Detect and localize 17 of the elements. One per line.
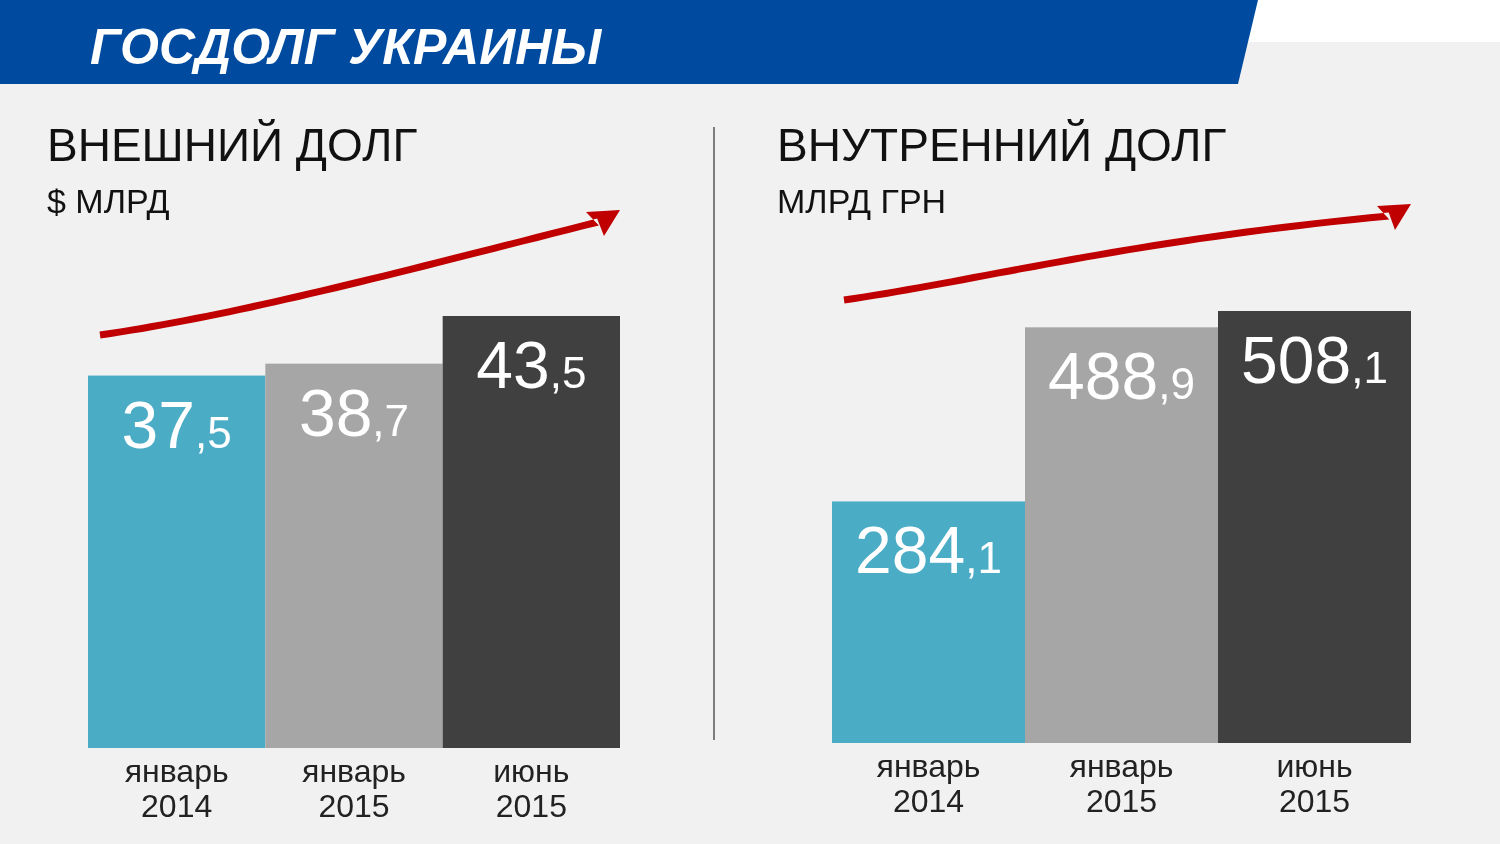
x-tick-label: январь 2014 xyxy=(124,753,229,824)
data-label: 488,9 xyxy=(1048,339,1195,414)
data-label: 284,1 xyxy=(855,513,1002,588)
chart-subtitle: МЛРД ГРН xyxy=(777,182,947,220)
x-tick-label: январь 2015 xyxy=(302,753,406,824)
x-tick-label: январь 2014 xyxy=(876,748,981,819)
data-label: 508,1 xyxy=(1241,323,1388,397)
chart-title: ВНЕШНИЙ ДОЛГ xyxy=(47,119,418,171)
chart-subtitle: $ МЛРД xyxy=(47,182,170,220)
x-tick-label: июнь 2015 xyxy=(493,753,570,824)
data-label: 43,5 xyxy=(476,328,587,402)
text: ГОСДОЛГ УКРАИНЫ xyxy=(90,19,603,75)
chart-title: ВНУТРЕННИЙ ДОЛГ xyxy=(777,119,1227,171)
data-label: 37,5 xyxy=(121,387,232,462)
x-tick-label: январь 2015 xyxy=(1069,748,1174,819)
x-tick-label: июнь 2015 xyxy=(1276,748,1353,819)
data-label: 38,7 xyxy=(298,375,410,450)
